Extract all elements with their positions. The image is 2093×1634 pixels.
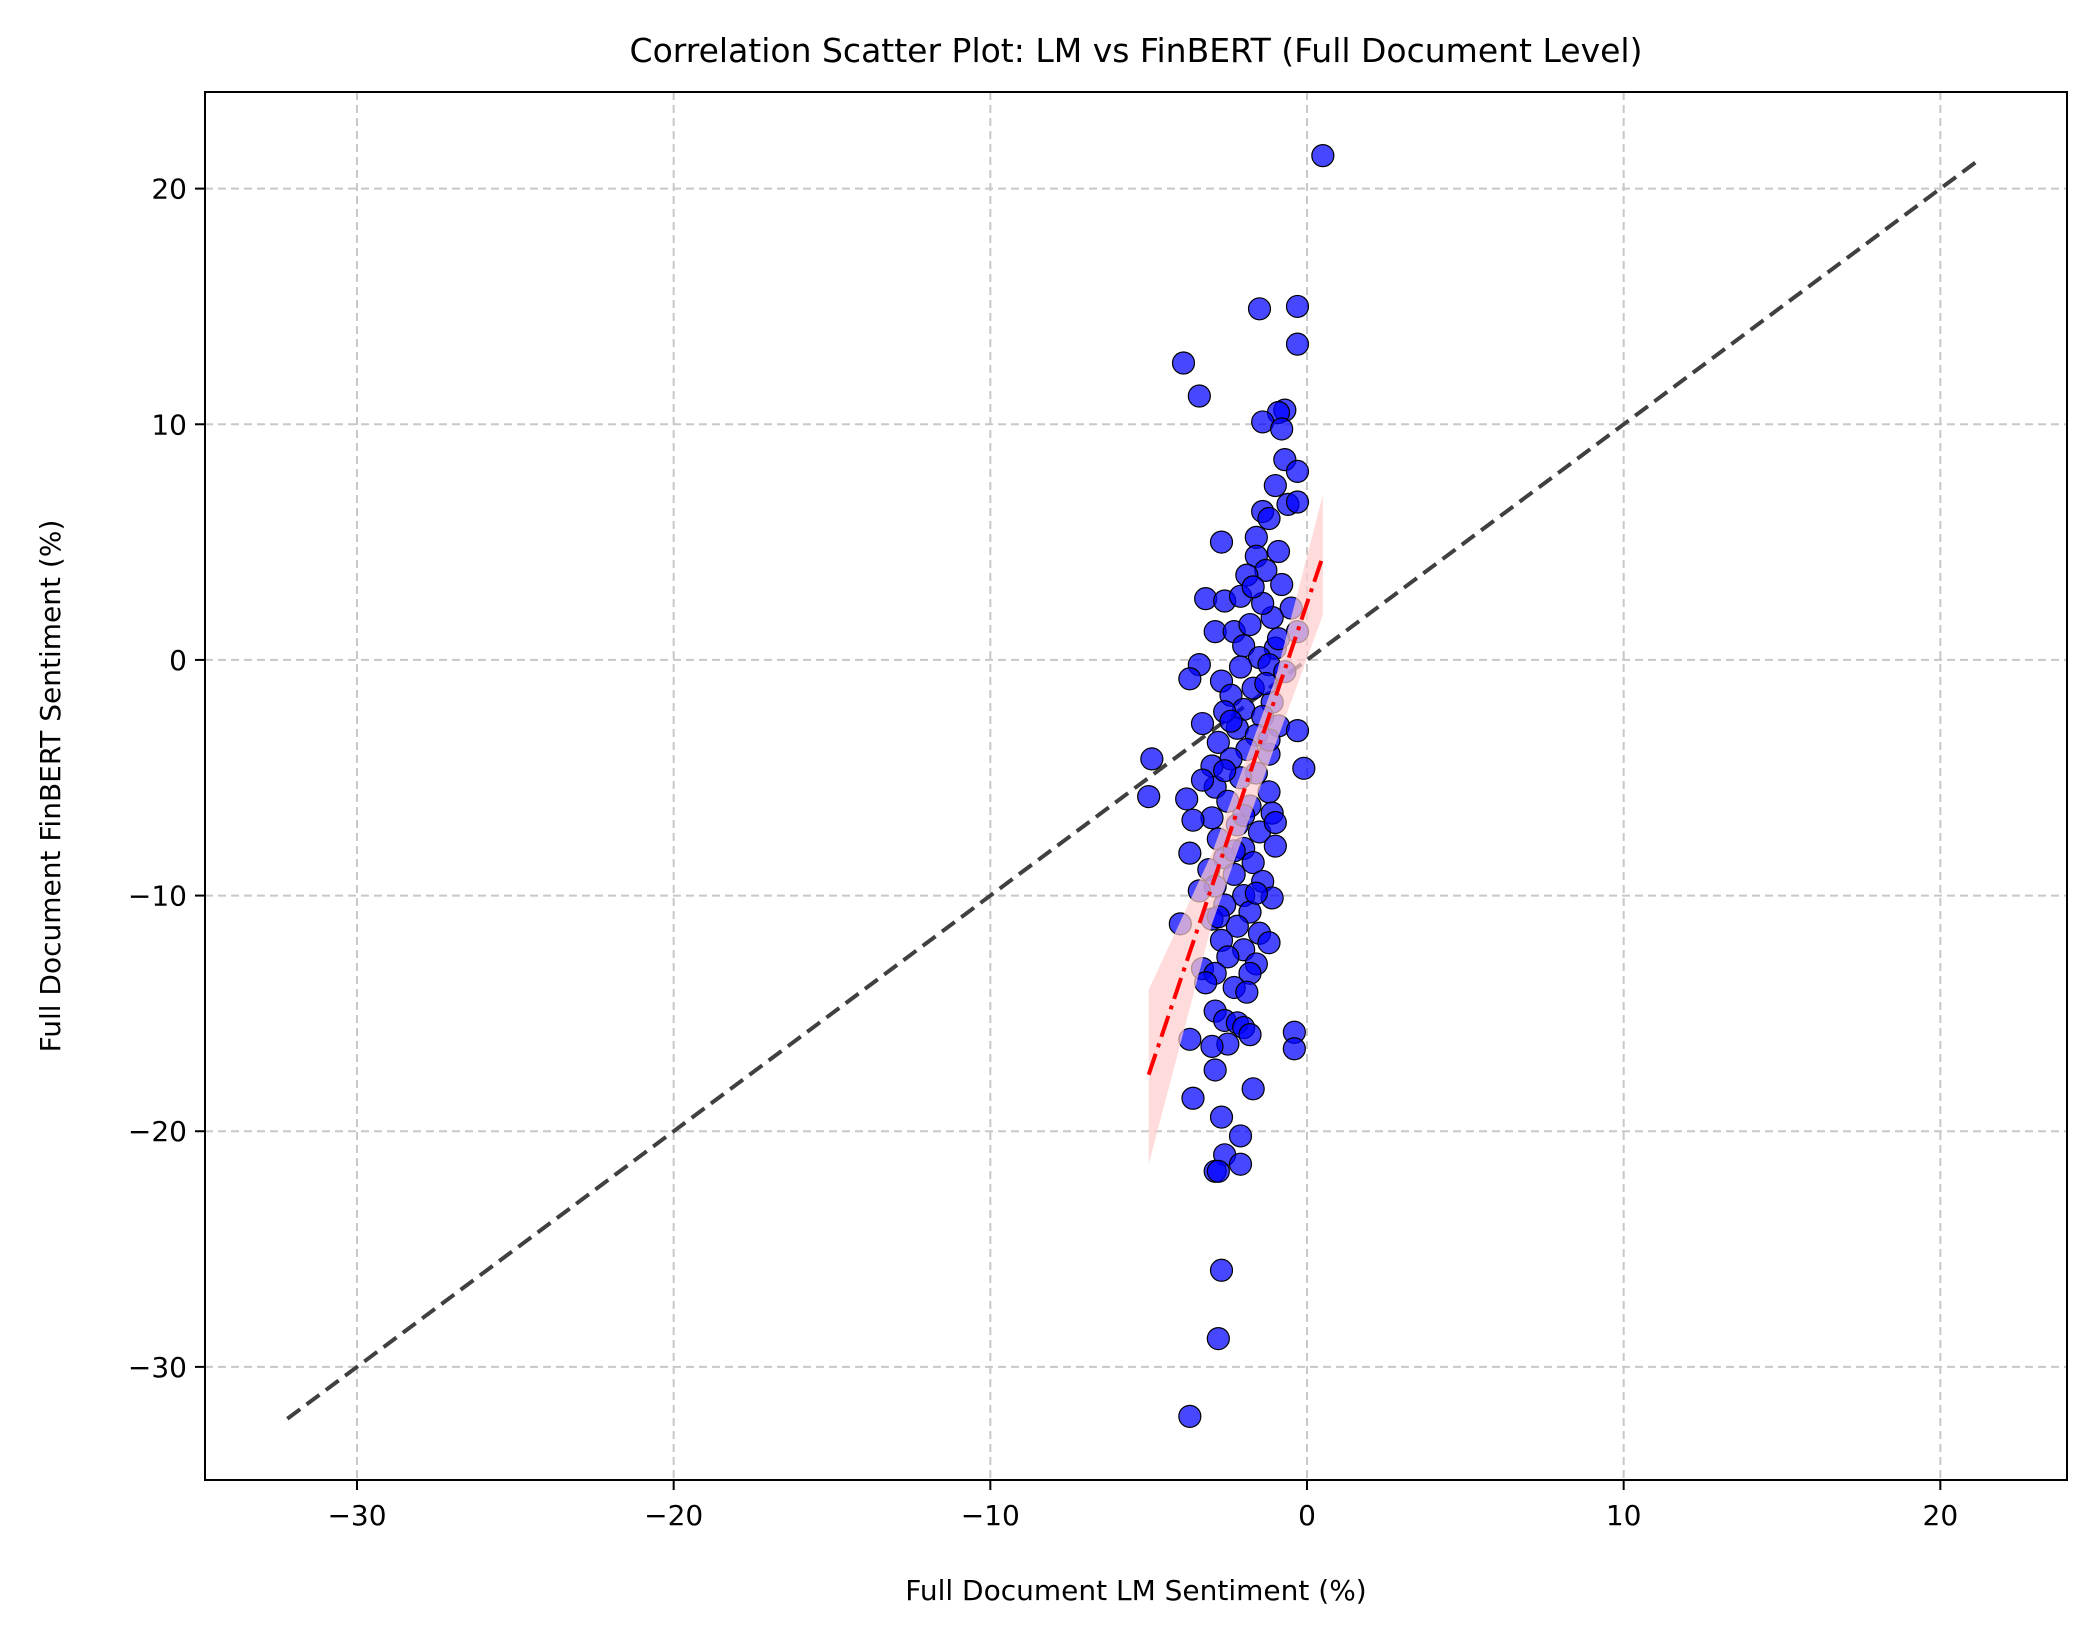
data-point <box>1292 756 1316 780</box>
data-point <box>1282 1037 1306 1061</box>
data-point <box>1206 1327 1230 1351</box>
y-tick-label: 0 <box>169 644 187 677</box>
chart-title: Correlation Scatter Plot: LM vs FinBERT … <box>630 31 1643 70</box>
identity-line <box>286 156 1983 1421</box>
data-point <box>1241 1077 1265 1101</box>
data-point <box>1257 506 1281 531</box>
y-tick-label: 10 <box>151 408 187 441</box>
x-tick-label: −10 <box>961 1499 1020 1532</box>
data-point <box>1241 850 1265 875</box>
data-point <box>1190 711 1215 736</box>
data-point <box>1140 747 1164 771</box>
data-point <box>1311 144 1335 168</box>
data-point <box>1270 572 1294 597</box>
identity-line-group <box>286 156 1983 1421</box>
data-point <box>1257 931 1281 955</box>
y-axis-ticks: −30 −20 −10 0 10 20 <box>128 173 205 1384</box>
x-tick-label: −30 <box>327 1499 386 1532</box>
data-point <box>1266 539 1291 564</box>
y-axis-label: Full Document FinBERT Sentiment (%) <box>34 520 67 1053</box>
data-point <box>1285 490 1310 514</box>
data-point <box>1181 1086 1205 1110</box>
y-tick-label: 20 <box>151 173 187 206</box>
plot-frame <box>204 91 2068 1481</box>
data-point <box>1285 459 1310 484</box>
data-point <box>1244 881 1268 905</box>
data-point <box>1238 612 1262 637</box>
data-point <box>1241 575 1265 599</box>
x-tick-label: 10 <box>1606 1499 1642 1532</box>
data-point <box>1270 417 1294 441</box>
regression-group <box>1146 494 1325 1165</box>
data-point <box>1263 834 1287 858</box>
x-axis-ticks: −30 −20 −10 0 10 20 <box>327 1480 1958 1532</box>
data-point <box>1225 914 1249 938</box>
data-point <box>1285 332 1310 356</box>
x-axis-label: Full Document LM Sentiment (%) <box>905 1574 1366 1607</box>
data-point <box>1137 785 1161 809</box>
data-point <box>1178 667 1202 691</box>
data-point <box>1209 1258 1234 1282</box>
x-tick-label: 20 <box>1923 1499 1959 1532</box>
data-point <box>1235 980 1259 1004</box>
y-tick-label: −30 <box>128 1351 187 1384</box>
data-points <box>1137 144 1335 1428</box>
data-point <box>1178 1404 1202 1428</box>
data-point <box>1213 759 1237 783</box>
x-tick-label: 0 <box>1298 1499 1316 1532</box>
regression-line <box>1146 555 1325 1076</box>
data-point <box>1228 655 1253 679</box>
confidence-band <box>1148 494 1323 1165</box>
data-point <box>1238 1023 1262 1047</box>
data-point <box>1206 730 1230 755</box>
data-point <box>1209 1105 1234 1129</box>
data-point <box>1178 841 1202 865</box>
data-point <box>1175 787 1199 811</box>
x-tick-label: −20 <box>644 1499 703 1532</box>
data-point <box>1200 1034 1224 1058</box>
data-point <box>1216 945 1240 969</box>
data-point <box>1209 530 1234 554</box>
data-point <box>1285 294 1310 319</box>
y-tick-label: −20 <box>128 1115 187 1148</box>
grid <box>205 92 2067 1480</box>
data-point <box>1263 810 1287 835</box>
data-point <box>1247 297 1272 321</box>
data-point <box>1203 1058 1227 1082</box>
data-point <box>1285 719 1310 743</box>
data-point <box>1181 808 1205 832</box>
data-point <box>1228 1124 1253 1148</box>
data-point <box>1171 351 1196 375</box>
y-tick-label: −10 <box>128 880 187 913</box>
data-point <box>1219 709 1243 733</box>
data-point <box>1228 1152 1253 1176</box>
data-point <box>1263 473 1287 498</box>
data-point <box>1190 768 1215 792</box>
data-point <box>1206 1159 1230 1183</box>
data-point <box>1187 384 1211 408</box>
